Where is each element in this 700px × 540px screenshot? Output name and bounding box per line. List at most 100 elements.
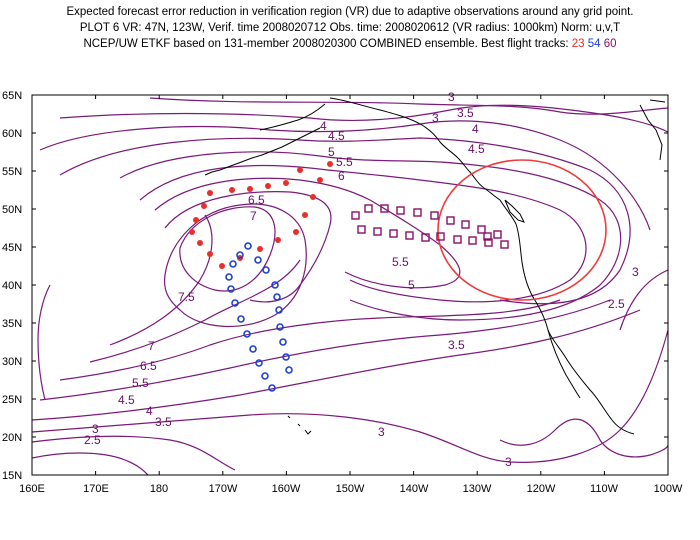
longitude-labels: 160E 170E 180 170W 160W 150W 140W 130W 1… xyxy=(19,483,683,495)
lon-label: 110W xyxy=(590,483,619,495)
lon-label: 170W xyxy=(209,483,238,495)
track-blue-point xyxy=(261,372,269,380)
lat-label: 65N xyxy=(2,90,22,102)
contour-line xyxy=(139,164,587,303)
header-line-3-text: NCEP/UW ETKF based on 131-member 2008020… xyxy=(83,38,572,50)
contour-line xyxy=(164,191,332,303)
contour-lines xyxy=(32,97,668,475)
track-red-point xyxy=(257,246,263,252)
lon-label: 160E xyxy=(19,483,45,495)
coastline-aleutians xyxy=(204,127,321,176)
lat-label: 45N xyxy=(2,242,22,254)
track-purple-point xyxy=(484,238,493,247)
contour-label: 6.5 xyxy=(140,359,157,373)
verification-region-circle xyxy=(437,159,607,301)
track-red-markers xyxy=(189,161,333,269)
latitude-labels: 65N 60N 55N 50N 45N 40N 35N 30N 25N 20N … xyxy=(2,90,22,482)
track-blue-point xyxy=(237,315,245,323)
track-red-point xyxy=(201,203,207,209)
coastline-canada-inland xyxy=(639,99,666,161)
track-blue-point xyxy=(285,366,293,374)
track-blue-point xyxy=(244,242,252,250)
contour-label: 4 xyxy=(146,404,153,418)
contour-label: 4.5 xyxy=(468,142,485,156)
contour-label: 7.5 xyxy=(178,290,195,304)
header-line-3: NCEP/UW ETKF based on 131-member 2008020… xyxy=(0,36,700,52)
lon-label: 160W xyxy=(272,483,301,495)
coastline-baja xyxy=(547,329,581,399)
track-blue-point xyxy=(255,359,263,367)
track-purple-point xyxy=(446,216,455,225)
track-blue-point xyxy=(243,330,251,338)
track-count-blue: 54 xyxy=(587,38,601,50)
track-purple-point xyxy=(500,240,509,249)
contour-line xyxy=(149,97,668,115)
lon-label: 120W xyxy=(527,483,556,495)
contour-label: 5.5 xyxy=(336,155,353,169)
track-red-point xyxy=(297,167,303,173)
track-red-point xyxy=(327,161,333,167)
contour-line xyxy=(154,177,461,289)
lat-label: 35N xyxy=(2,318,22,330)
track-purple-point xyxy=(468,236,477,245)
track-purple-point xyxy=(421,233,430,242)
contour-line xyxy=(119,151,622,321)
track-red-point xyxy=(293,229,299,235)
contour-label: 2.5 xyxy=(84,433,101,447)
contour-line xyxy=(59,137,631,305)
contour-line xyxy=(39,299,611,401)
contour-label: 3 xyxy=(632,265,639,279)
lat-label: 55N xyxy=(2,166,22,178)
contour-label: 3.5 xyxy=(155,415,172,429)
track-purple-point xyxy=(483,232,492,241)
contour-label: 4.5 xyxy=(328,129,345,143)
contour-line xyxy=(109,214,213,346)
coastline-alaska-peninsula xyxy=(259,103,326,131)
lon-label: 130W xyxy=(463,483,492,495)
track-red-point xyxy=(247,186,253,192)
contour-label: 4 xyxy=(320,119,327,133)
track-red-point xyxy=(283,180,289,186)
track-purple-markers xyxy=(351,204,509,249)
track-red-point xyxy=(193,217,199,223)
contour-line xyxy=(39,120,651,231)
lat-label: 25N xyxy=(2,394,22,406)
track-purple-point xyxy=(461,220,470,229)
lon-label: 150W xyxy=(336,483,365,495)
track-blue-point xyxy=(271,281,279,289)
contour-label: 5 xyxy=(328,145,335,159)
track-blue-point xyxy=(236,251,244,259)
header-line-2: PLOT 6 VR: 47N, 123W, Verif. time 200802… xyxy=(79,22,621,34)
track-blue-point xyxy=(282,353,290,361)
track-blue-point xyxy=(254,256,262,264)
track-purple-point xyxy=(364,204,373,213)
contour-label: 2.5 xyxy=(608,297,625,311)
contour-label: 3 xyxy=(505,455,512,469)
contour-label: 6 xyxy=(338,169,345,183)
lon-label: 180 xyxy=(150,483,168,495)
contour-line xyxy=(619,269,668,331)
contour-line xyxy=(179,206,276,292)
lat-label: 15N xyxy=(2,470,22,482)
track-red-point xyxy=(310,194,316,200)
track-blue-point xyxy=(227,285,235,293)
contour-label: 5.5 xyxy=(392,255,409,269)
contour-label: 3.5 xyxy=(457,106,474,120)
figure-header: Expected forecast error reduction in ver… xyxy=(0,4,700,52)
track-blue-point xyxy=(279,338,287,346)
lat-label: 50N xyxy=(2,204,22,216)
contour-labels: 3 3.5 4 4.5 5 5.5 6 6.5 7 7.5 5.5 5 4.5 … xyxy=(84,90,639,469)
contour-line xyxy=(59,104,668,133)
lat-label: 60N xyxy=(2,128,22,140)
track-purple-point xyxy=(396,206,405,215)
track-blue-point xyxy=(273,293,281,301)
lon-label: 140W xyxy=(400,483,429,495)
contour-label: 4.5 xyxy=(118,393,135,407)
lon-label: 170E xyxy=(83,483,109,495)
contour-label: 3.5 xyxy=(448,338,465,352)
track-blue-point xyxy=(268,384,276,392)
contour-line xyxy=(89,259,301,363)
track-red-point xyxy=(219,263,225,269)
track-purple-point xyxy=(389,229,398,238)
